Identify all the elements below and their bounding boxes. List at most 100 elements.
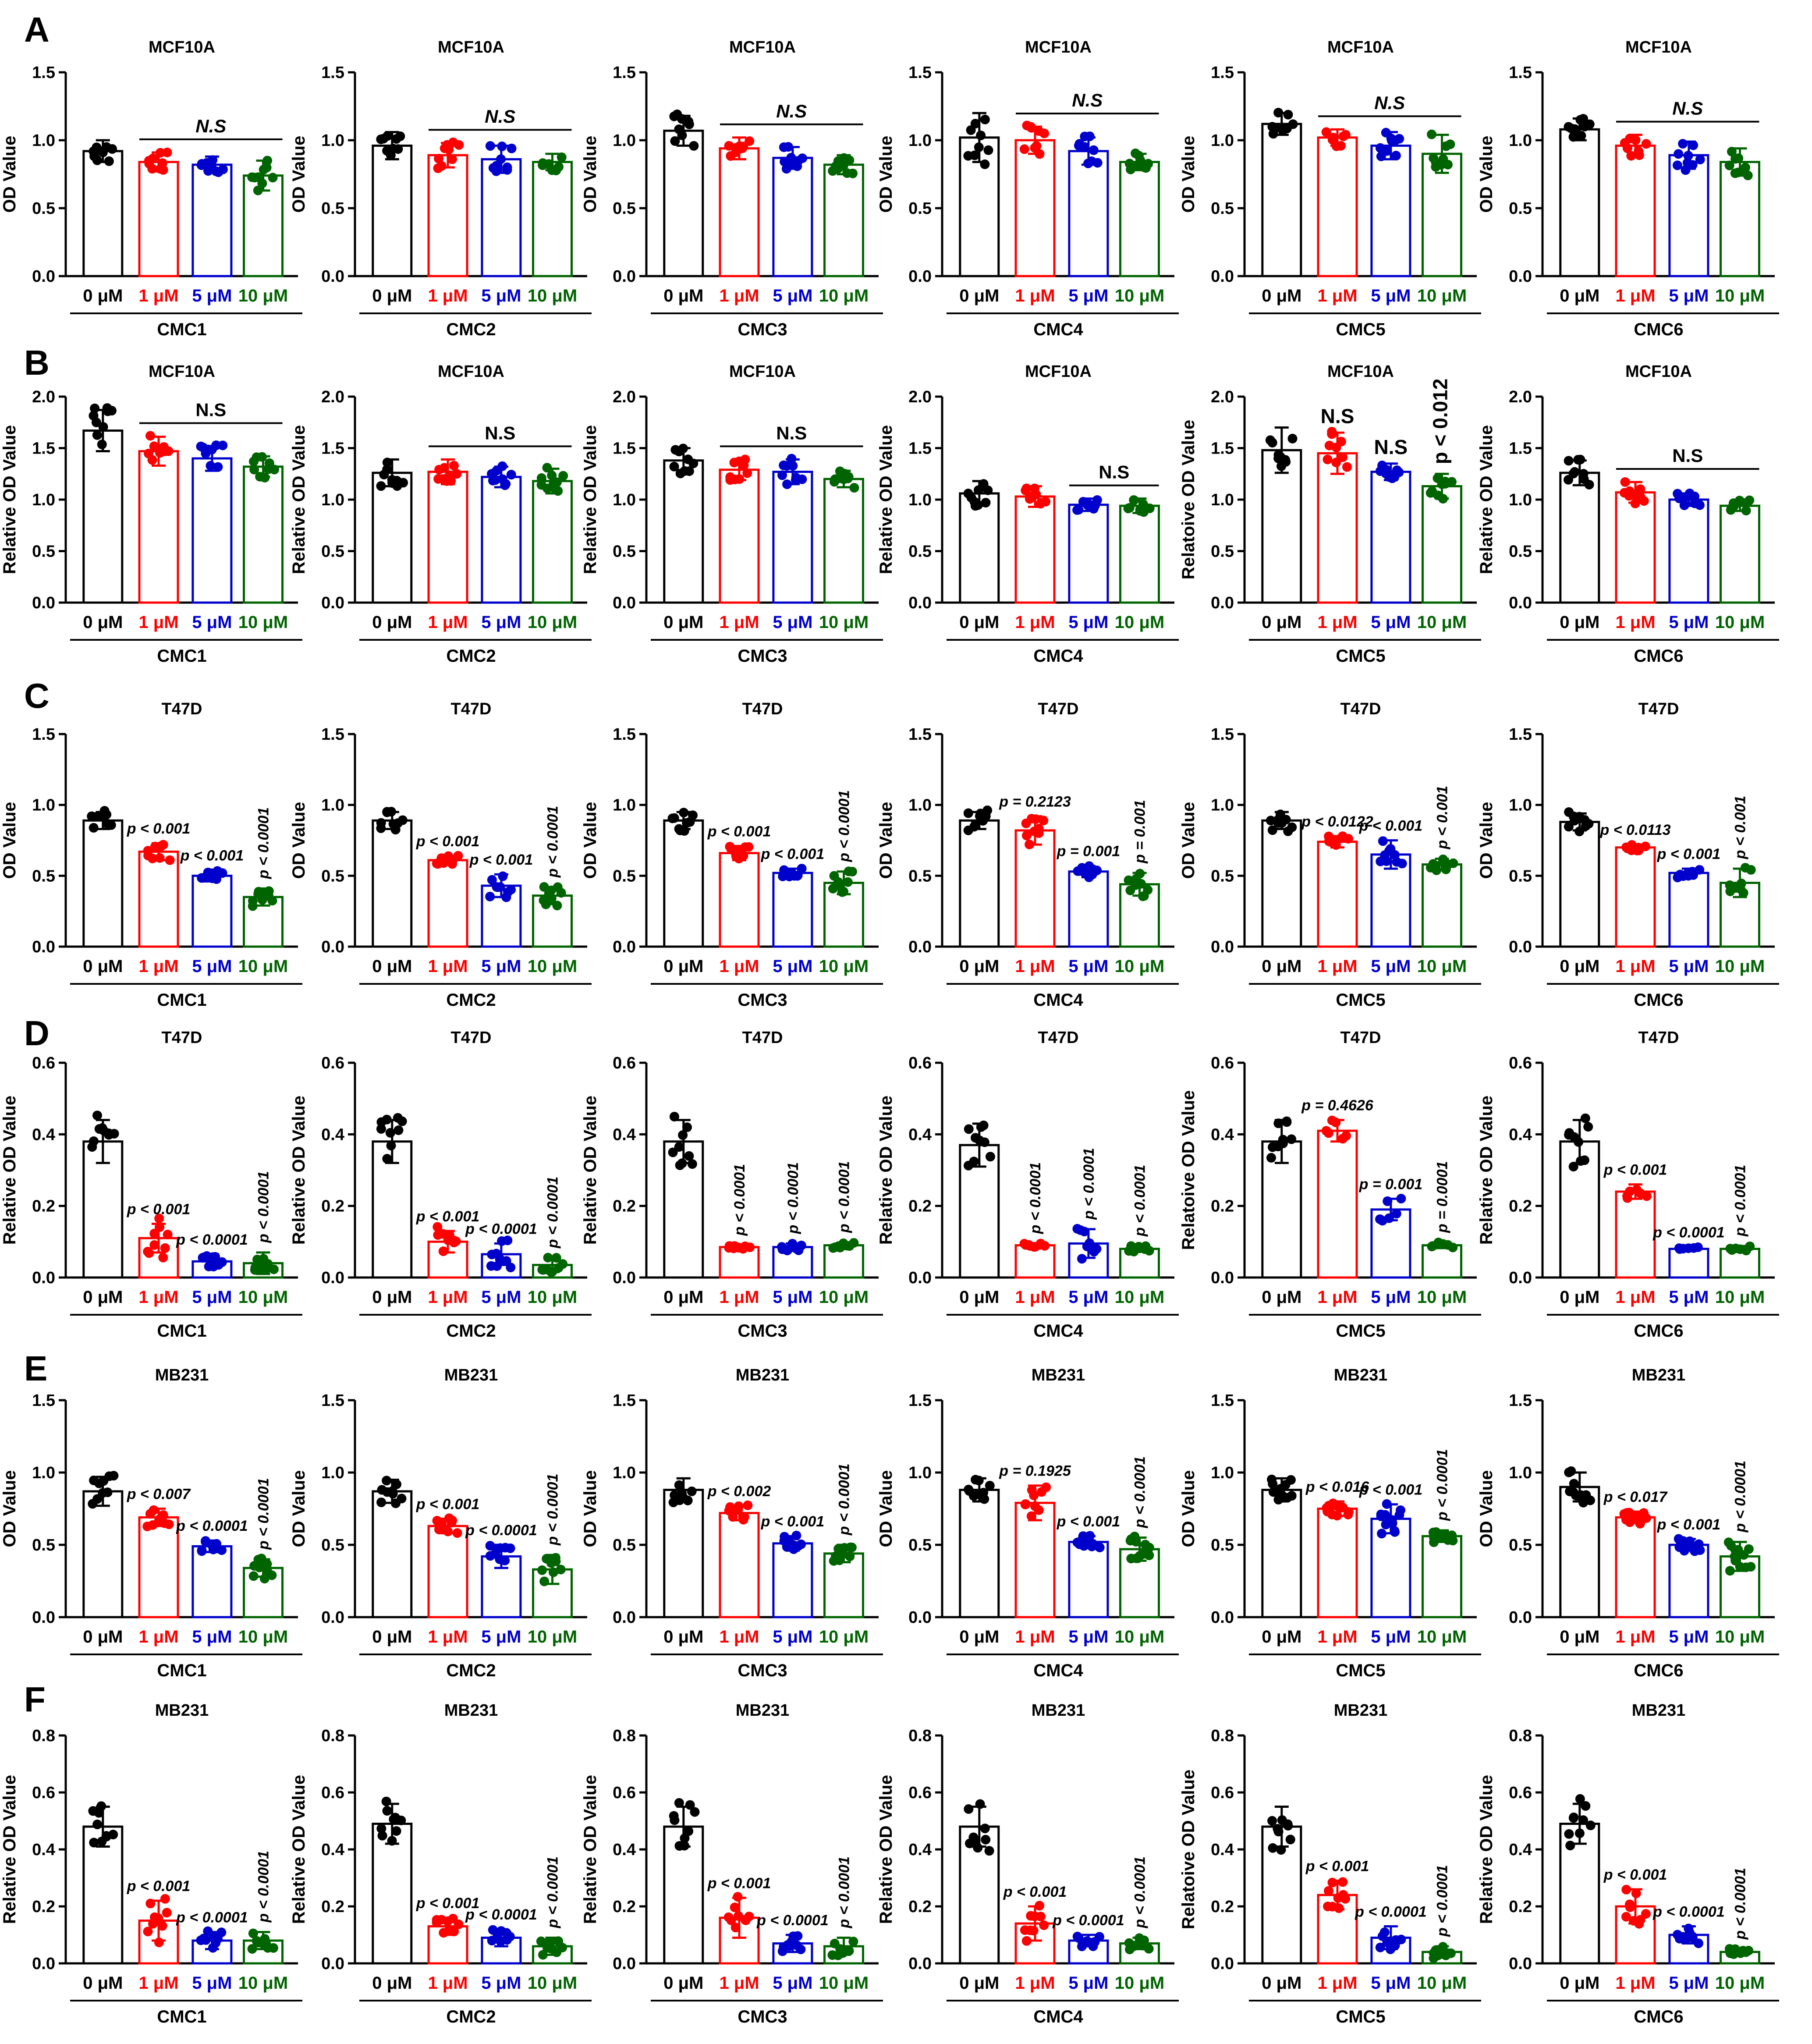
bar: [1317, 1129, 1358, 1279]
y-tick-label: 0.2: [1509, 1197, 1532, 1216]
x-tick-label: 0 μM: [83, 1627, 123, 1647]
x-tick-label: 0 μM: [1262, 1973, 1301, 1993]
data-point: [437, 1524, 447, 1534]
data-point: [92, 1819, 103, 1829]
group-label: CMC4: [1033, 1661, 1083, 1680]
x-tick-label: 1 μM: [428, 613, 468, 632]
data-point: [1443, 859, 1453, 869]
data-point: [248, 457, 259, 467]
data-point: [1327, 1877, 1337, 1888]
data-point: [1690, 498, 1700, 508]
data-point: [1585, 1820, 1596, 1831]
chart-title: MB231: [155, 1366, 209, 1384]
bar: [1559, 128, 1600, 277]
data-point: [1622, 1193, 1632, 1203]
p-value-annotation: p < 0.0001: [176, 1909, 248, 1926]
data-point: [208, 155, 218, 165]
data-point: [1569, 816, 1579, 826]
data-point: [970, 150, 980, 160]
data-point: [201, 448, 211, 458]
bar: [1014, 495, 1056, 604]
y-tick-label: 1.0: [32, 491, 55, 509]
data-point: [387, 1836, 397, 1846]
data-point: [1331, 141, 1341, 151]
data-point: [1384, 1213, 1394, 1223]
data-point: [247, 1944, 257, 1954]
data-point: [1129, 495, 1139, 505]
data-point: [1564, 807, 1574, 817]
data-point: [102, 403, 112, 413]
data-point: [1448, 1242, 1458, 1253]
data-point: [556, 888, 566, 898]
y-tick-label: 0.2: [32, 1898, 55, 1916]
y-tick-label: 0.5: [32, 867, 55, 885]
data-point: [1036, 1487, 1046, 1497]
data-point: [1135, 155, 1145, 165]
data-point: [1631, 1888, 1641, 1899]
y-tick-label: 1.0: [32, 1464, 55, 1482]
y-tick-label: 1.5: [32, 1391, 55, 1410]
x-tick-label: 10 μM: [819, 286, 869, 305]
data-point: [203, 1926, 213, 1936]
y-tick-label: 0.0: [613, 1955, 636, 1973]
y-axis-label: Relative OD Value: [1477, 1096, 1496, 1245]
data-point: [434, 153, 444, 163]
data-point: [492, 1261, 502, 1271]
p-value-annotation: p < 0.0001: [836, 1463, 853, 1536]
data-point: [1568, 132, 1578, 142]
chart-A-CMC2: MCF10A 0.0 0.5 1.0 1.5 OD Value 0 μM 1 μM 5 μM 10…: [289, 38, 592, 339]
data-point: [1039, 816, 1049, 826]
chart-title: T47D: [451, 700, 492, 718]
y-tick-label: 0.4: [1211, 1841, 1234, 1859]
x-tick-label: 10 μM: [1417, 1288, 1467, 1307]
data-point: [730, 1923, 741, 1933]
x-tick-label: 10 μM: [1417, 286, 1467, 305]
p-value-annotation: p < 0.001: [127, 820, 191, 837]
data-point: [487, 1936, 497, 1946]
bar: [427, 1525, 468, 1618]
p-value-annotation: p < 0.007: [127, 1486, 191, 1503]
x-tick-label: 5 μM: [481, 1288, 521, 1307]
group-label: CMC2: [446, 320, 496, 339]
bar: [1668, 1248, 1709, 1279]
y-tick-label: 0.4: [1211, 1125, 1234, 1144]
data-point: [787, 454, 797, 464]
chart-title: MCF10A: [1625, 38, 1692, 57]
data-point: [984, 1846, 994, 1856]
group-label: CMC1: [157, 2007, 206, 2026]
x-tick-label: 1 μM: [1615, 1288, 1655, 1307]
x-tick-label: 0 μM: [1560, 1288, 1599, 1307]
data-point: [1267, 1474, 1277, 1484]
data-point: [690, 1807, 700, 1817]
data-point: [1440, 479, 1450, 489]
data-point: [1425, 488, 1436, 498]
y-tick-label: 1.0: [1509, 1464, 1532, 1482]
p-value-annotation: p < 0.0001: [1132, 1165, 1149, 1237]
data-point: [377, 1485, 387, 1495]
data-point: [92, 430, 102, 440]
data-point: [1569, 1812, 1579, 1822]
y-tick-label: 0.0: [321, 1269, 344, 1287]
data-point: [1578, 1815, 1588, 1825]
bar: [427, 154, 468, 277]
x-tick-label: 0 μM: [372, 1973, 412, 1993]
x-tick-label: 0 μM: [1262, 1627, 1301, 1647]
data-point: [496, 154, 506, 164]
y-axis-label: OD Value: [581, 802, 600, 879]
data-point: [669, 1111, 679, 1121]
data-point: [158, 1253, 168, 1263]
chart-title: MCF10A: [1625, 362, 1692, 381]
data-point: [738, 1244, 748, 1254]
bar: [663, 459, 704, 604]
bar: [481, 476, 522, 604]
chart-E-CMC1: E MB231 0.0 0.5 1.0 1.5 OD Value 0 μM 1 μM 5 μM 10…: [0, 1349, 302, 1680]
data-point: [1129, 1941, 1139, 1951]
data-point: [1674, 493, 1684, 504]
data-point: [546, 1267, 557, 1278]
p-value-annotation: p < 0.001: [469, 852, 533, 868]
x-tick-label: 5 μM: [1669, 613, 1709, 632]
chart-E-CMC5: MB231 0.0 0.5 1.0 1.5 OD Value 0 μM 1 μM 5 μM 10 …: [1179, 1366, 1481, 1680]
bar: [191, 457, 233, 604]
data-point: [828, 1243, 838, 1253]
data-point: [1634, 150, 1644, 160]
